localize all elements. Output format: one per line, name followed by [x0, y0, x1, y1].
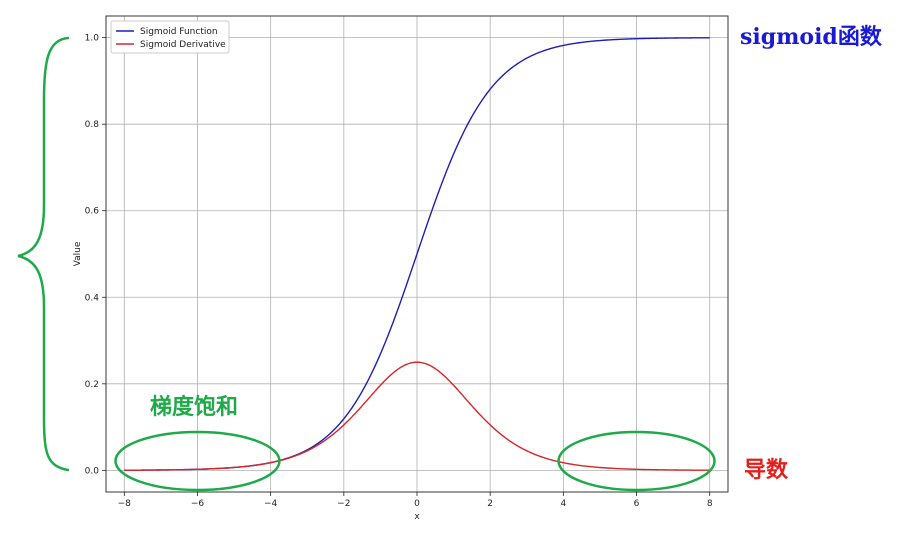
curly-brace-annotation	[17, 36, 70, 472]
legend-box	[110, 20, 230, 54]
y-tick-label: 0.2	[85, 380, 99, 390]
x-tick-label: −8	[118, 499, 132, 509]
annotations: sigmoid函数 导数 梯度饱和	[17, 24, 883, 492]
x-tick-label: −6	[191, 499, 205, 509]
x-tick-label: 0	[414, 499, 420, 509]
legend: Sigmoid Function Sigmoid Derivative	[110, 20, 230, 54]
y-axis-label: Value	[73, 241, 83, 266]
x-tick-label: 6	[634, 499, 640, 509]
legend-label-derivative: Sigmoid Derivative	[140, 40, 226, 50]
x-tick-label: 2	[487, 499, 493, 509]
tick-labels: −8 −6 −4 −2 0 2 4 6 8 0.0 0.2 0.4 0.6 0.8 1.0	[85, 34, 713, 509]
x-tick-label: 8	[707, 499, 713, 509]
y-tick-label: 1.0	[85, 34, 100, 44]
series-line-derivative	[124, 361, 710, 471]
derivative-annotation: 导数	[744, 457, 789, 483]
sigmoid-function-annotation: sigmoid函数	[740, 24, 883, 50]
saturation-ellipse-left	[114, 430, 281, 492]
gradient-saturation-annotation: 梯度饱和	[150, 394, 238, 420]
legend-label-sigmoid: Sigmoid Function	[140, 27, 218, 37]
x-tick-label: 4	[560, 499, 566, 509]
series-lines	[124, 37, 710, 471]
x-axis-label: x	[414, 512, 420, 522]
y-tick-label: 0.4	[85, 293, 100, 303]
x-tick-label: −4	[264, 499, 278, 509]
y-tick-label: 0.6	[85, 207, 100, 217]
y-tick-label: 0.0	[85, 466, 100, 476]
x-tick-label: −2	[337, 499, 350, 509]
saturation-ellipse-right	[557, 430, 716, 492]
y-tick-label: 0.8	[85, 120, 100, 130]
